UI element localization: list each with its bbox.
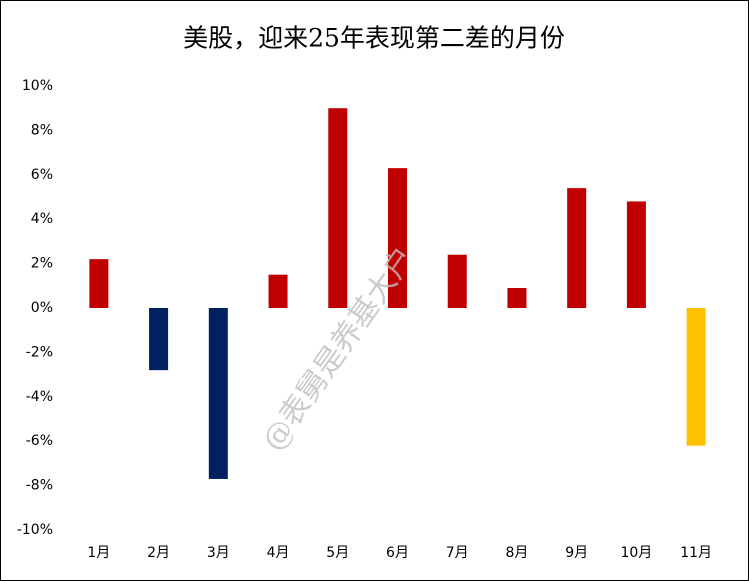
bar: [447, 254, 467, 308]
y-tick-label: 10%: [22, 78, 53, 94]
y-tick-label: 2%: [31, 256, 53, 272]
y-tick-label: -4%: [26, 389, 53, 405]
x-tick-label: 10月: [620, 545, 652, 561]
x-tick-label: 11月: [680, 545, 712, 561]
x-tick-label: 4月: [267, 545, 290, 561]
x-tick-label: 2月: [147, 545, 170, 561]
y-tick-label: 4%: [31, 211, 53, 227]
x-tick-label: 7月: [446, 545, 469, 561]
x-tick-label: 9月: [565, 545, 588, 561]
x-tick-label: 6月: [386, 545, 409, 561]
x-tick-label: 8月: [505, 545, 528, 561]
x-tick-label: 3月: [207, 545, 230, 561]
y-tick-label: 0%: [31, 300, 53, 316]
x-tick-label: 5月: [326, 545, 349, 561]
bar: [567, 188, 587, 308]
y-tick-label: 8%: [31, 122, 53, 138]
y-tick-label: -2%: [26, 344, 53, 360]
bar: [89, 259, 109, 308]
bar: [268, 274, 288, 308]
y-tick-label: -10%: [17, 522, 53, 538]
bar: [208, 308, 228, 479]
bar: [149, 308, 169, 371]
bar: [328, 108, 348, 308]
x-tick-label: 1月: [87, 545, 110, 561]
bar: [686, 308, 706, 446]
bar: [507, 288, 527, 308]
y-tick-label: -6%: [26, 433, 53, 449]
bar: [626, 201, 646, 308]
y-tick-label: -8%: [26, 478, 53, 494]
y-tick-label: 6%: [31, 167, 53, 183]
chart-title: 美股，迎来25年表现第二差的月份: [183, 24, 565, 53]
bar: [388, 168, 407, 308]
